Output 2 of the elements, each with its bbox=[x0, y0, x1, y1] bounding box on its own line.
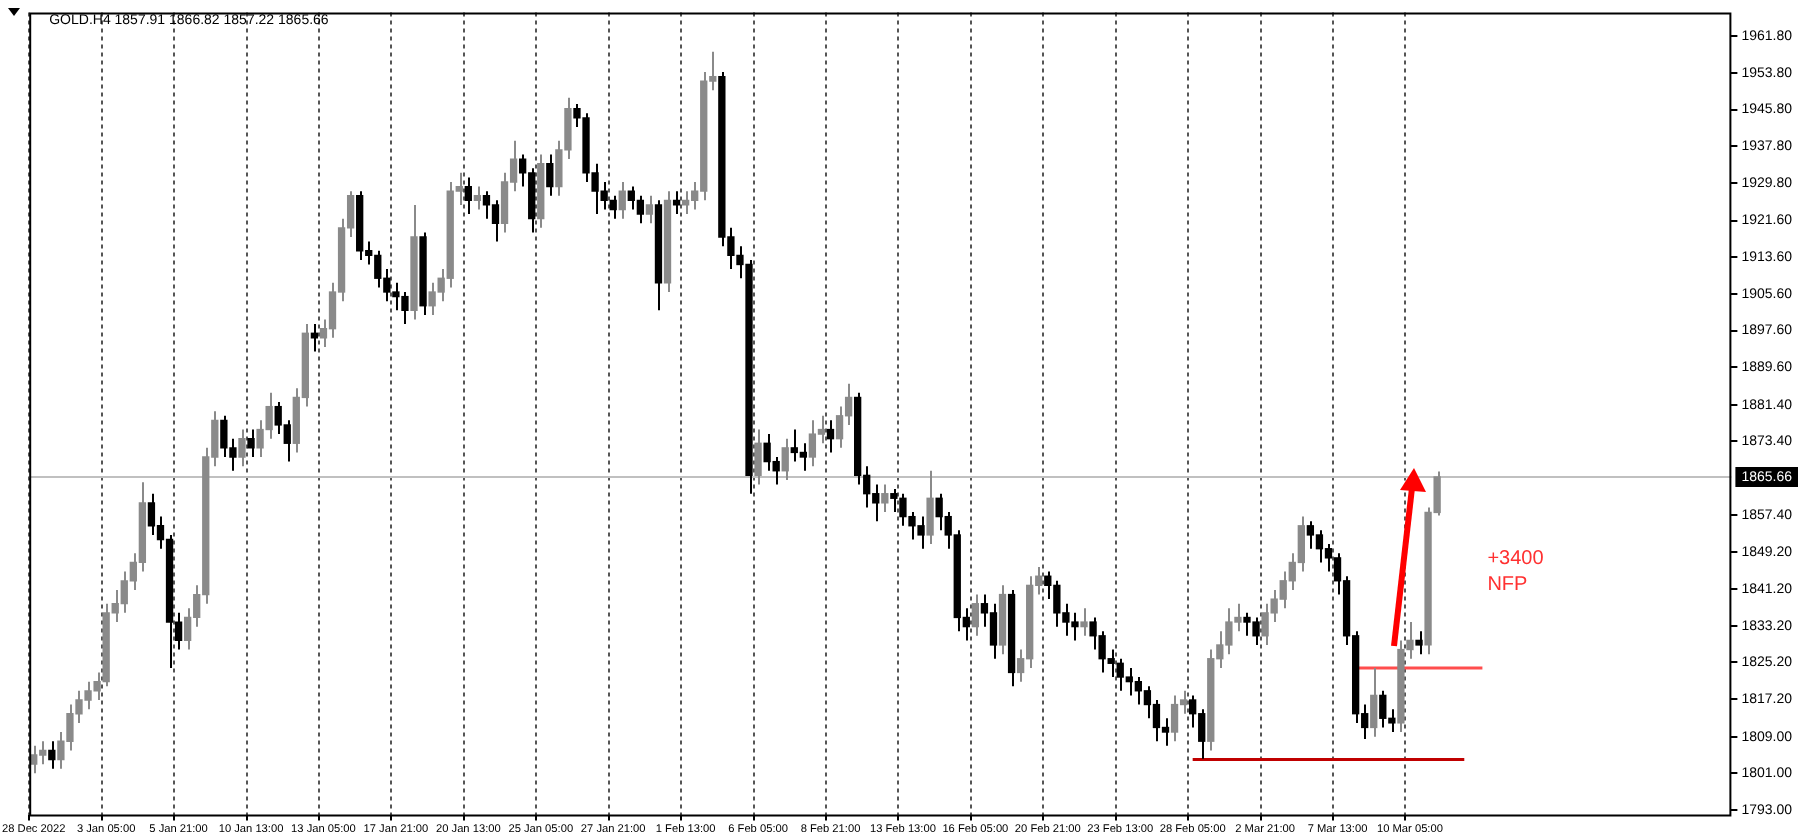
annotation: NFP bbox=[1487, 573, 1529, 596]
annotation: +3400 bbox=[1487, 547, 1545, 570]
